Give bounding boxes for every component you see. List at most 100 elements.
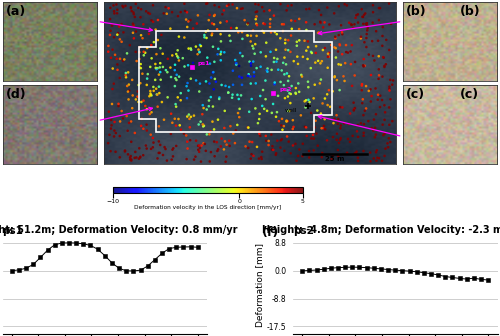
Point xyxy=(320,123,328,129)
Point xyxy=(312,50,320,55)
Point xyxy=(324,51,332,56)
Point xyxy=(130,23,138,28)
Point xyxy=(316,60,324,66)
Point xyxy=(175,58,183,63)
Point xyxy=(112,2,120,7)
Point xyxy=(386,122,394,127)
Point xyxy=(274,67,282,72)
Point xyxy=(360,63,368,69)
Point xyxy=(226,138,234,143)
Point xyxy=(227,25,235,31)
Point xyxy=(198,102,206,108)
Point xyxy=(328,89,336,94)
Point xyxy=(315,30,323,35)
Point xyxy=(118,39,126,44)
Point xyxy=(295,16,303,22)
Point xyxy=(104,140,112,146)
Point xyxy=(152,65,160,71)
Point xyxy=(167,74,175,80)
Point xyxy=(278,116,286,122)
Point xyxy=(375,73,383,78)
Point xyxy=(137,123,145,129)
Point xyxy=(364,26,372,31)
Point xyxy=(150,140,158,145)
Point xyxy=(140,22,147,27)
Point xyxy=(194,147,202,153)
Point xyxy=(238,36,246,42)
Point xyxy=(174,95,182,100)
Point xyxy=(255,116,263,122)
Point xyxy=(300,38,308,43)
Point xyxy=(310,22,318,27)
Point xyxy=(270,13,278,18)
Point xyxy=(128,158,136,163)
Point xyxy=(302,6,310,12)
Point xyxy=(308,136,316,141)
Point xyxy=(258,155,266,160)
Point xyxy=(134,5,142,11)
Point xyxy=(280,22,288,27)
Point xyxy=(244,125,252,130)
Point xyxy=(254,120,262,126)
Point xyxy=(146,64,154,70)
Point xyxy=(318,126,326,131)
Point xyxy=(370,128,378,133)
Point xyxy=(228,92,236,97)
Point xyxy=(159,64,167,70)
Point xyxy=(138,71,146,76)
Point xyxy=(128,77,136,83)
Point xyxy=(232,26,240,31)
Point xyxy=(201,141,209,146)
Point xyxy=(162,146,170,152)
Point xyxy=(244,33,252,38)
Point xyxy=(129,30,137,36)
Point xyxy=(316,20,324,26)
Point xyxy=(330,121,338,126)
Point xyxy=(143,128,151,133)
Point xyxy=(152,27,160,32)
Point xyxy=(206,159,214,164)
Point xyxy=(350,100,358,106)
Point xyxy=(124,128,132,133)
Point xyxy=(236,115,244,120)
Point xyxy=(148,110,156,115)
Point xyxy=(114,32,122,37)
Point xyxy=(126,43,134,48)
Point xyxy=(270,82,278,87)
Point xyxy=(302,133,310,138)
Title: Height: 51.2m; Deformation Velocity: 0.8 mm/yr: Height: 51.2m; Deformation Velocity: 0.8… xyxy=(0,225,237,235)
Point xyxy=(168,53,176,58)
Point xyxy=(288,83,296,89)
Point xyxy=(262,78,270,83)
Point xyxy=(338,105,346,110)
Point xyxy=(264,142,272,148)
Point xyxy=(238,53,246,59)
Point xyxy=(272,114,280,120)
Point xyxy=(231,57,239,63)
Point xyxy=(215,96,223,101)
Point xyxy=(123,51,131,56)
Point xyxy=(319,25,327,30)
Point xyxy=(138,36,146,41)
Point xyxy=(286,100,294,106)
Point xyxy=(314,143,322,149)
Point xyxy=(213,27,221,32)
Point xyxy=(330,11,338,16)
Point xyxy=(156,65,164,70)
Point xyxy=(131,130,139,136)
Point xyxy=(192,138,200,143)
Point xyxy=(106,32,114,38)
Point xyxy=(153,92,161,97)
Point xyxy=(302,48,310,53)
Point xyxy=(160,11,168,16)
Point xyxy=(301,124,309,129)
Point xyxy=(372,86,380,91)
Point xyxy=(196,49,203,54)
Point xyxy=(247,156,255,161)
Point xyxy=(218,12,226,17)
Point xyxy=(305,155,313,160)
Point xyxy=(169,154,177,159)
Point xyxy=(374,155,382,160)
Point xyxy=(210,70,218,75)
Point xyxy=(150,39,158,45)
